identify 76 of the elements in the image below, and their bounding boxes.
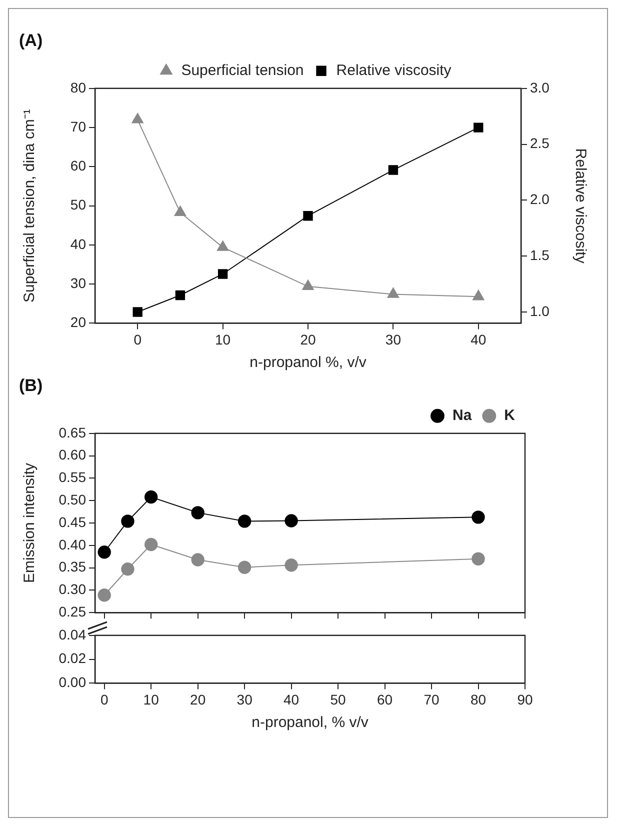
point (175, 290, 186, 300)
y-tick-label: 0.25 (58, 603, 86, 620)
y2-tick-label: 2.5 (530, 135, 550, 152)
y2-axis-title: Relative viscosity (572, 148, 589, 264)
point (217, 240, 229, 251)
point (132, 307, 142, 317)
x-tick-label: 70 (424, 691, 440, 708)
y2-tick-label: 1.5 (530, 246, 550, 263)
y-tick-label: 0.50 (58, 491, 86, 508)
y-tick-label: 0.30 (58, 581, 86, 598)
y-tick-label: 0.55 (58, 469, 86, 486)
point (238, 514, 252, 528)
y2-tick-label: 3.0 (530, 79, 550, 96)
y-tick-label: 70 (70, 118, 86, 134)
x-axis-title: n-propanol %, v/v (250, 354, 367, 372)
y-tick-label: 0.35 (58, 558, 86, 575)
y-tick-label: 0.00 (58, 674, 86, 690)
y-tick-label: 0.60 (58, 446, 86, 463)
point (284, 514, 298, 528)
point (472, 290, 484, 300)
point (472, 510, 485, 524)
point (303, 211, 313, 221)
x-tick-label: 30 (385, 331, 402, 348)
y-tick-label: 0.02 (58, 650, 86, 666)
y-tick-label: 0.45 (58, 514, 86, 530)
chart-title: (A) (19, 30, 43, 50)
y2-tick-label: 1.0 (530, 302, 550, 319)
legend-label: Relative viscosity (336, 62, 452, 80)
point (302, 280, 314, 290)
y-tick-label: 0.04 (58, 626, 86, 642)
point (218, 269, 228, 279)
point (238, 560, 252, 574)
y2-tick-label: 2.0 (530, 191, 550, 208)
y-tick-label: 0.40 (58, 536, 86, 552)
point (387, 288, 399, 298)
x-tick-label: 20 (300, 331, 316, 348)
x-tick-label: 0 (100, 691, 108, 708)
y-tick-label: 30 (70, 274, 86, 291)
point (144, 490, 158, 504)
x-tick-label: 30 (236, 691, 253, 708)
point (191, 506, 204, 520)
point (121, 562, 134, 576)
legend-label: K (504, 407, 516, 424)
y-tick-label: 20 (70, 314, 86, 330)
point (132, 113, 144, 124)
point (388, 165, 398, 175)
x-tick-label: 20 (190, 691, 206, 708)
point (144, 538, 158, 552)
point (284, 558, 298, 572)
x-tick-label: 40 (284, 691, 300, 708)
x-axis-title: n-propanol, % v/v (252, 714, 369, 732)
y-tick-label: 40 (70, 236, 86, 252)
y-axis-title: Superficial tension, dina cm⁻¹ (21, 109, 38, 303)
x-tick-label: 90 (517, 691, 533, 708)
y-axis-title: Emission intensity (21, 462, 38, 584)
chart-title: (B) (19, 376, 43, 395)
x-tick-label: 40 (470, 331, 486, 348)
x-tick-label: 10 (143, 691, 160, 708)
legend-label: Superficial tension (181, 62, 304, 80)
y-tick-label: 0.65 (58, 424, 86, 440)
legend-label: Na (452, 407, 472, 424)
point (121, 514, 134, 528)
x-tick-label: 80 (470, 691, 486, 708)
point (474, 122, 484, 132)
point (98, 546, 111, 559)
point (472, 552, 485, 566)
x-tick-label: 10 (215, 331, 231, 348)
y-tick-label: 60 (70, 158, 86, 174)
point (98, 588, 111, 602)
y-tick-label: 50 (70, 196, 86, 213)
point (174, 206, 186, 216)
x-tick-label: 0 (134, 331, 142, 348)
x-tick-label: 50 (330, 691, 346, 708)
x-tick-label: 60 (376, 691, 393, 708)
point (191, 553, 204, 566)
y-tick-label: 80 (70, 79, 86, 96)
